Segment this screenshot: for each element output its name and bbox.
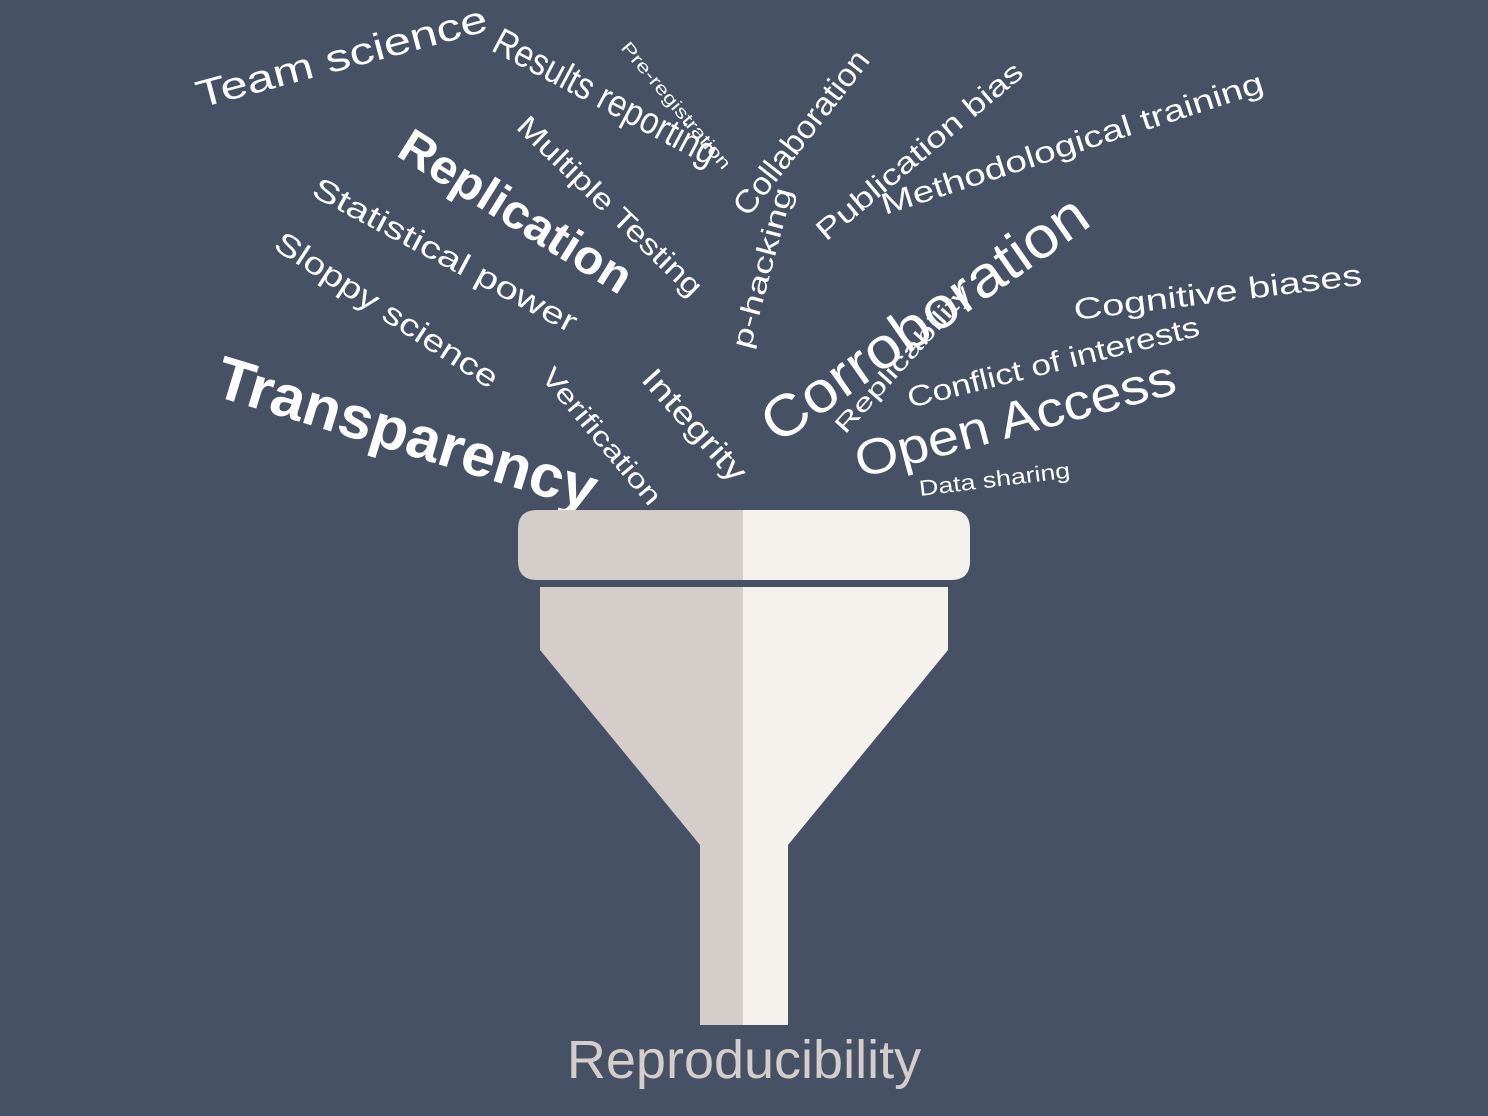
funnel-body-right: [743, 587, 948, 1025]
funnel-rim-right: [743, 510, 970, 580]
funnel-rim-left: [518, 510, 743, 580]
output-label: Reproducibility: [566, 1030, 922, 1090]
funnel-body-left: [540, 587, 743, 1025]
